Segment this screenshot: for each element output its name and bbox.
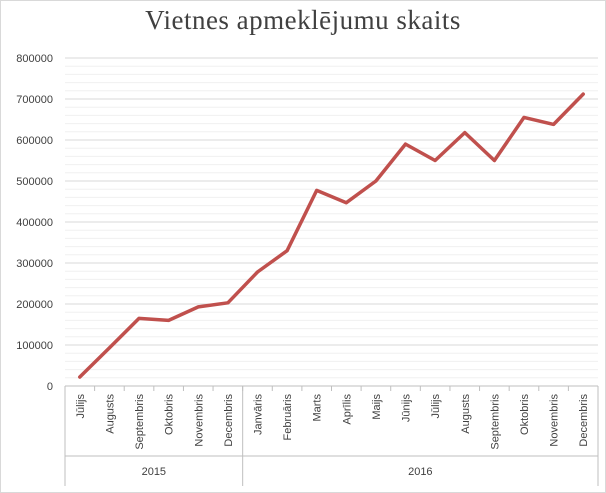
y-tick-label: 0 — [47, 381, 53, 393]
y-tick-label: 200000 — [16, 299, 53, 311]
x-tick-label: Augusts — [460, 394, 472, 434]
data-point — [404, 142, 408, 146]
x-group-label: 2016 — [408, 466, 432, 478]
x-tick-label: Jūnijs — [401, 394, 413, 423]
y-tick-label: 700000 — [16, 94, 53, 106]
x-group-label: 2015 — [142, 466, 166, 478]
x-tick-label: Aprīlis — [341, 394, 353, 425]
x-tick-label: Janvāris — [252, 394, 264, 435]
data-point — [137, 316, 141, 320]
x-tick-label: Maijs — [371, 394, 383, 420]
x-tick-label: Decembris — [223, 394, 235, 447]
data-point — [581, 92, 585, 96]
data-point — [374, 179, 378, 183]
x-tick-label: Septembris — [489, 394, 501, 450]
x-tick-label: Jūlijs — [75, 394, 87, 419]
data-point — [78, 375, 82, 379]
x-tick-label: Novembris — [193, 394, 205, 447]
x-tick-label: Oktobris — [519, 394, 531, 435]
x-tick-label: Februāris — [282, 394, 294, 441]
data-point — [315, 188, 319, 192]
x-tick-label: Novembris — [549, 394, 561, 447]
series-line — [78, 92, 585, 379]
data-point — [255, 270, 259, 274]
x-tick-label: Oktobris — [164, 394, 176, 435]
chart-title: Vietnes apmeklējumu skaits — [145, 5, 461, 35]
x-tick-label: Decembris — [578, 394, 590, 447]
x-tick-label: Septembris — [134, 394, 146, 450]
data-point — [226, 301, 230, 305]
data-point — [463, 131, 467, 135]
data-point — [522, 115, 526, 119]
data-point — [492, 159, 496, 162]
data-point — [107, 346, 111, 350]
y-tick-label: 600000 — [16, 135, 53, 147]
y-tick-label: 300000 — [16, 258, 53, 270]
y-tick-label: 400000 — [16, 217, 53, 229]
y-tick-label: 500000 — [16, 176, 53, 188]
y-tick-label: 800000 — [16, 53, 53, 65]
x-tick-label: Jūlijs — [430, 394, 442, 419]
x-tick-label: Marts — [312, 394, 324, 422]
data-point — [196, 305, 200, 309]
data-point — [285, 249, 289, 253]
data-point — [344, 201, 348, 205]
data-point — [552, 122, 556, 126]
data-point — [167, 318, 171, 322]
data-point — [433, 159, 437, 162]
x-tick-label: Augusts — [104, 394, 116, 434]
y-tick-label: 100000 — [16, 340, 53, 352]
